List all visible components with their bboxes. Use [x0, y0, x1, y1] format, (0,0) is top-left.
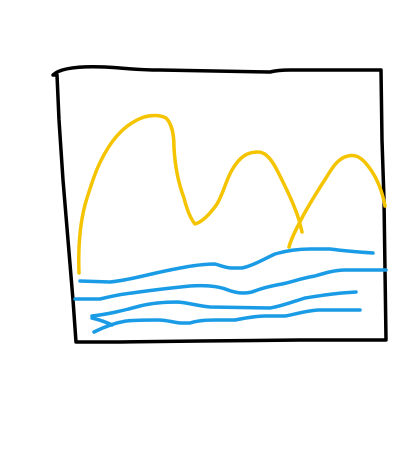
picture-frame [51, 65, 388, 344]
wave-1 [78, 247, 375, 284]
wave-3 [90, 290, 358, 318]
wave-2 [73, 268, 388, 301]
mountains-right-stroke [287, 153, 387, 249]
wave-4 [92, 308, 362, 334]
wave-5 [90, 316, 114, 327]
mountains-left-stroke [77, 113, 304, 275]
